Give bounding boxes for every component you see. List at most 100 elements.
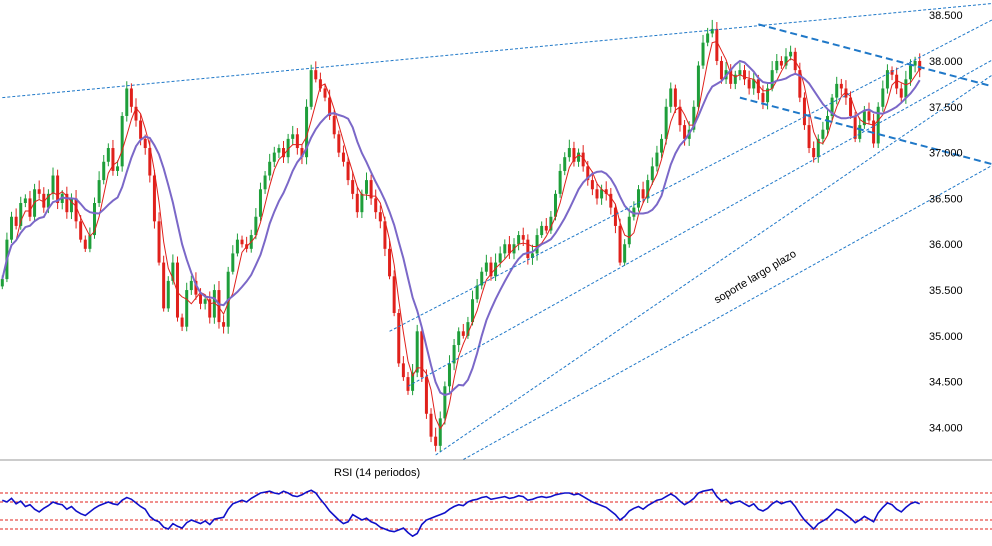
candle-body — [715, 28, 719, 61]
candle-body — [222, 322, 226, 327]
candle-body — [604, 189, 608, 194]
candle-body — [143, 138, 147, 149]
candle-body — [618, 225, 622, 263]
candle-body — [839, 83, 843, 89]
candle-body — [752, 79, 756, 89]
candle-body — [14, 216, 18, 226]
candle-body — [157, 221, 161, 263]
price-axis: 38.500 38.000 37.500 37.000 36.500 36.000 35.5… — [929, 10, 963, 434]
y-tick-label: 34.500 — [929, 377, 963, 389]
y-tick-label: 38.500 — [929, 10, 963, 22]
y-tick-label: 35.500 — [929, 285, 963, 297]
candle-body — [56, 175, 60, 204]
candle-body — [876, 106, 880, 144]
candle-body — [235, 239, 239, 254]
moving-average-fast — [1, 40, 921, 430]
candle-body — [240, 239, 244, 245]
candle-body — [434, 436, 438, 446]
rsi-panel-label: RSI (14 periodos) — [334, 467, 420, 479]
channel-line — [758, 23, 992, 88]
candle-body — [272, 152, 276, 162]
candle-body — [134, 106, 138, 121]
candle-body — [291, 134, 295, 139]
candle-body — [581, 152, 585, 167]
candle-body — [314, 70, 318, 80]
candle-body — [42, 193, 46, 208]
candle-body — [779, 60, 783, 66]
candle-body — [563, 157, 567, 171]
candle-body — [535, 235, 539, 254]
candle-body — [93, 203, 97, 236]
candle-body — [849, 97, 853, 116]
candle-body — [457, 331, 461, 346]
candle-body — [415, 331, 419, 373]
candle-body — [853, 115, 857, 139]
candle-body — [175, 262, 179, 318]
candle-body — [784, 56, 788, 66]
candle-body — [420, 331, 424, 378]
candle-body — [862, 111, 866, 126]
candle-body — [337, 134, 341, 153]
candle-body — [378, 212, 382, 222]
candle-body — [812, 148, 816, 158]
candle-body — [424, 377, 428, 414]
candle-body — [23, 198, 27, 204]
candle-body — [706, 33, 710, 43]
trendline — [407, 59, 992, 387]
candle-body — [88, 235, 92, 249]
candle-body — [885, 70, 889, 89]
candle-body — [489, 262, 493, 277]
candle-body — [729, 70, 733, 84]
candle-body — [526, 239, 530, 258]
candle-body — [577, 152, 581, 162]
candle-body — [111, 148, 115, 171]
candle-body — [521, 235, 525, 240]
candle-body — [69, 198, 73, 213]
candle-body — [881, 88, 885, 107]
candle-body — [10, 216, 14, 240]
candle-body — [816, 138, 820, 158]
candle-body — [208, 299, 212, 318]
candle-body — [747, 79, 751, 89]
candle-body — [692, 106, 696, 130]
candle-body — [438, 418, 442, 446]
candle-body — [139, 120, 143, 139]
candle-body — [586, 166, 590, 181]
candle-body — [733, 74, 737, 84]
candle-body — [360, 193, 364, 213]
candle-body — [572, 148, 576, 162]
candle-body — [355, 193, 359, 213]
candle-body — [309, 70, 313, 107]
candle-body — [517, 235, 521, 245]
candle-body — [913, 60, 917, 66]
candle-body — [844, 88, 848, 98]
candle-body — [830, 97, 834, 116]
candle-body — [429, 413, 433, 437]
candle-body — [120, 115, 124, 167]
candle-body — [166, 280, 170, 309]
candle-body — [383, 221, 387, 249]
candle-body — [475, 285, 479, 300]
candle-body — [835, 83, 839, 98]
candle-body — [374, 198, 378, 213]
candle-body — [710, 28, 714, 34]
candle-body — [867, 111, 871, 121]
candle-body — [286, 138, 290, 158]
moving-average-slow — [1, 59, 921, 397]
candle-body — [185, 290, 189, 327]
candle-body — [761, 93, 765, 103]
candle-body — [305, 106, 309, 158]
candle-body — [683, 125, 687, 139]
candle-body — [51, 175, 55, 194]
candle-body — [102, 161, 106, 181]
candle-body — [37, 189, 41, 194]
candle-body — [466, 322, 470, 336]
candle-body — [701, 42, 705, 66]
candle-body — [364, 180, 368, 194]
trendline — [463, 164, 992, 461]
candle-body — [627, 216, 631, 245]
candle-body — [323, 88, 327, 98]
candle-body — [282, 148, 286, 158]
candle-body — [558, 170, 562, 194]
candle-body — [738, 70, 742, 75]
